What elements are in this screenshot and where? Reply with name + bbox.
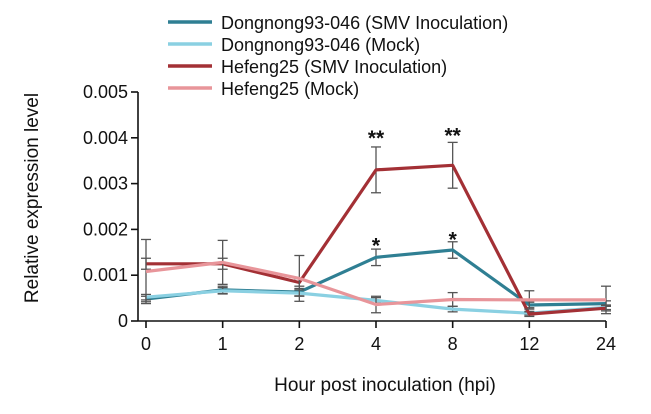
annotation-layer: ** *** * xyxy=(368,125,462,258)
y-tick-label: 0.002 xyxy=(83,219,128,239)
series-3 xyxy=(141,238,611,315)
x-tick-label: 4 xyxy=(371,334,381,354)
significance-label: ** xyxy=(368,127,385,150)
significance-label: ** xyxy=(444,125,461,148)
y-tick-label: 0 xyxy=(118,311,128,331)
x-ticks: 0 1 2 4 8 12 24 xyxy=(141,321,616,354)
y-tick-label: 0.001 xyxy=(83,265,128,285)
x-tick-label: 12 xyxy=(519,334,539,354)
y-ticks: 0 0.001 0.002 0.003 0.004 0.005 xyxy=(83,82,138,331)
x-tick-label: 8 xyxy=(448,334,458,354)
legend-label: Dongnong93-046 (Mock) xyxy=(221,35,420,55)
series-line xyxy=(145,260,606,307)
legend-label: Hefeng25 (SMV Inoculation) xyxy=(221,57,447,77)
y-tick-label: 0.003 xyxy=(83,174,128,194)
significance-label: * xyxy=(372,235,381,258)
legend-label: Hefeng25 (Mock) xyxy=(221,79,359,99)
y-tick-label: 0.005 xyxy=(83,82,128,102)
x-axis-title: Hour post inoculation (hpi) xyxy=(274,375,496,396)
series-layer xyxy=(141,141,611,318)
x-tick-label: 24 xyxy=(596,334,616,354)
y-tick-label: 0.004 xyxy=(83,128,128,148)
x-tick-label: 0 xyxy=(141,334,151,354)
legend: Dongnong93-046 (SMV Inoculation)Dongnong… xyxy=(168,13,508,99)
legend-item: Hefeng25 (SMV Inoculation) xyxy=(168,57,447,77)
legend-item: Hefeng25 (Mock) xyxy=(168,79,359,99)
y-axis-title: Relative expression level xyxy=(22,93,43,303)
legend-item: Dongnong93-046 (Mock) xyxy=(168,35,420,55)
x-tick-label: 2 xyxy=(294,334,304,354)
x-tick-label: 1 xyxy=(218,334,228,354)
legend-label: Dongnong93-046 (SMV Inoculation) xyxy=(221,13,508,33)
legend-item: Dongnong93-046 (SMV Inoculation) xyxy=(168,13,508,33)
significance-label: * xyxy=(449,229,458,252)
